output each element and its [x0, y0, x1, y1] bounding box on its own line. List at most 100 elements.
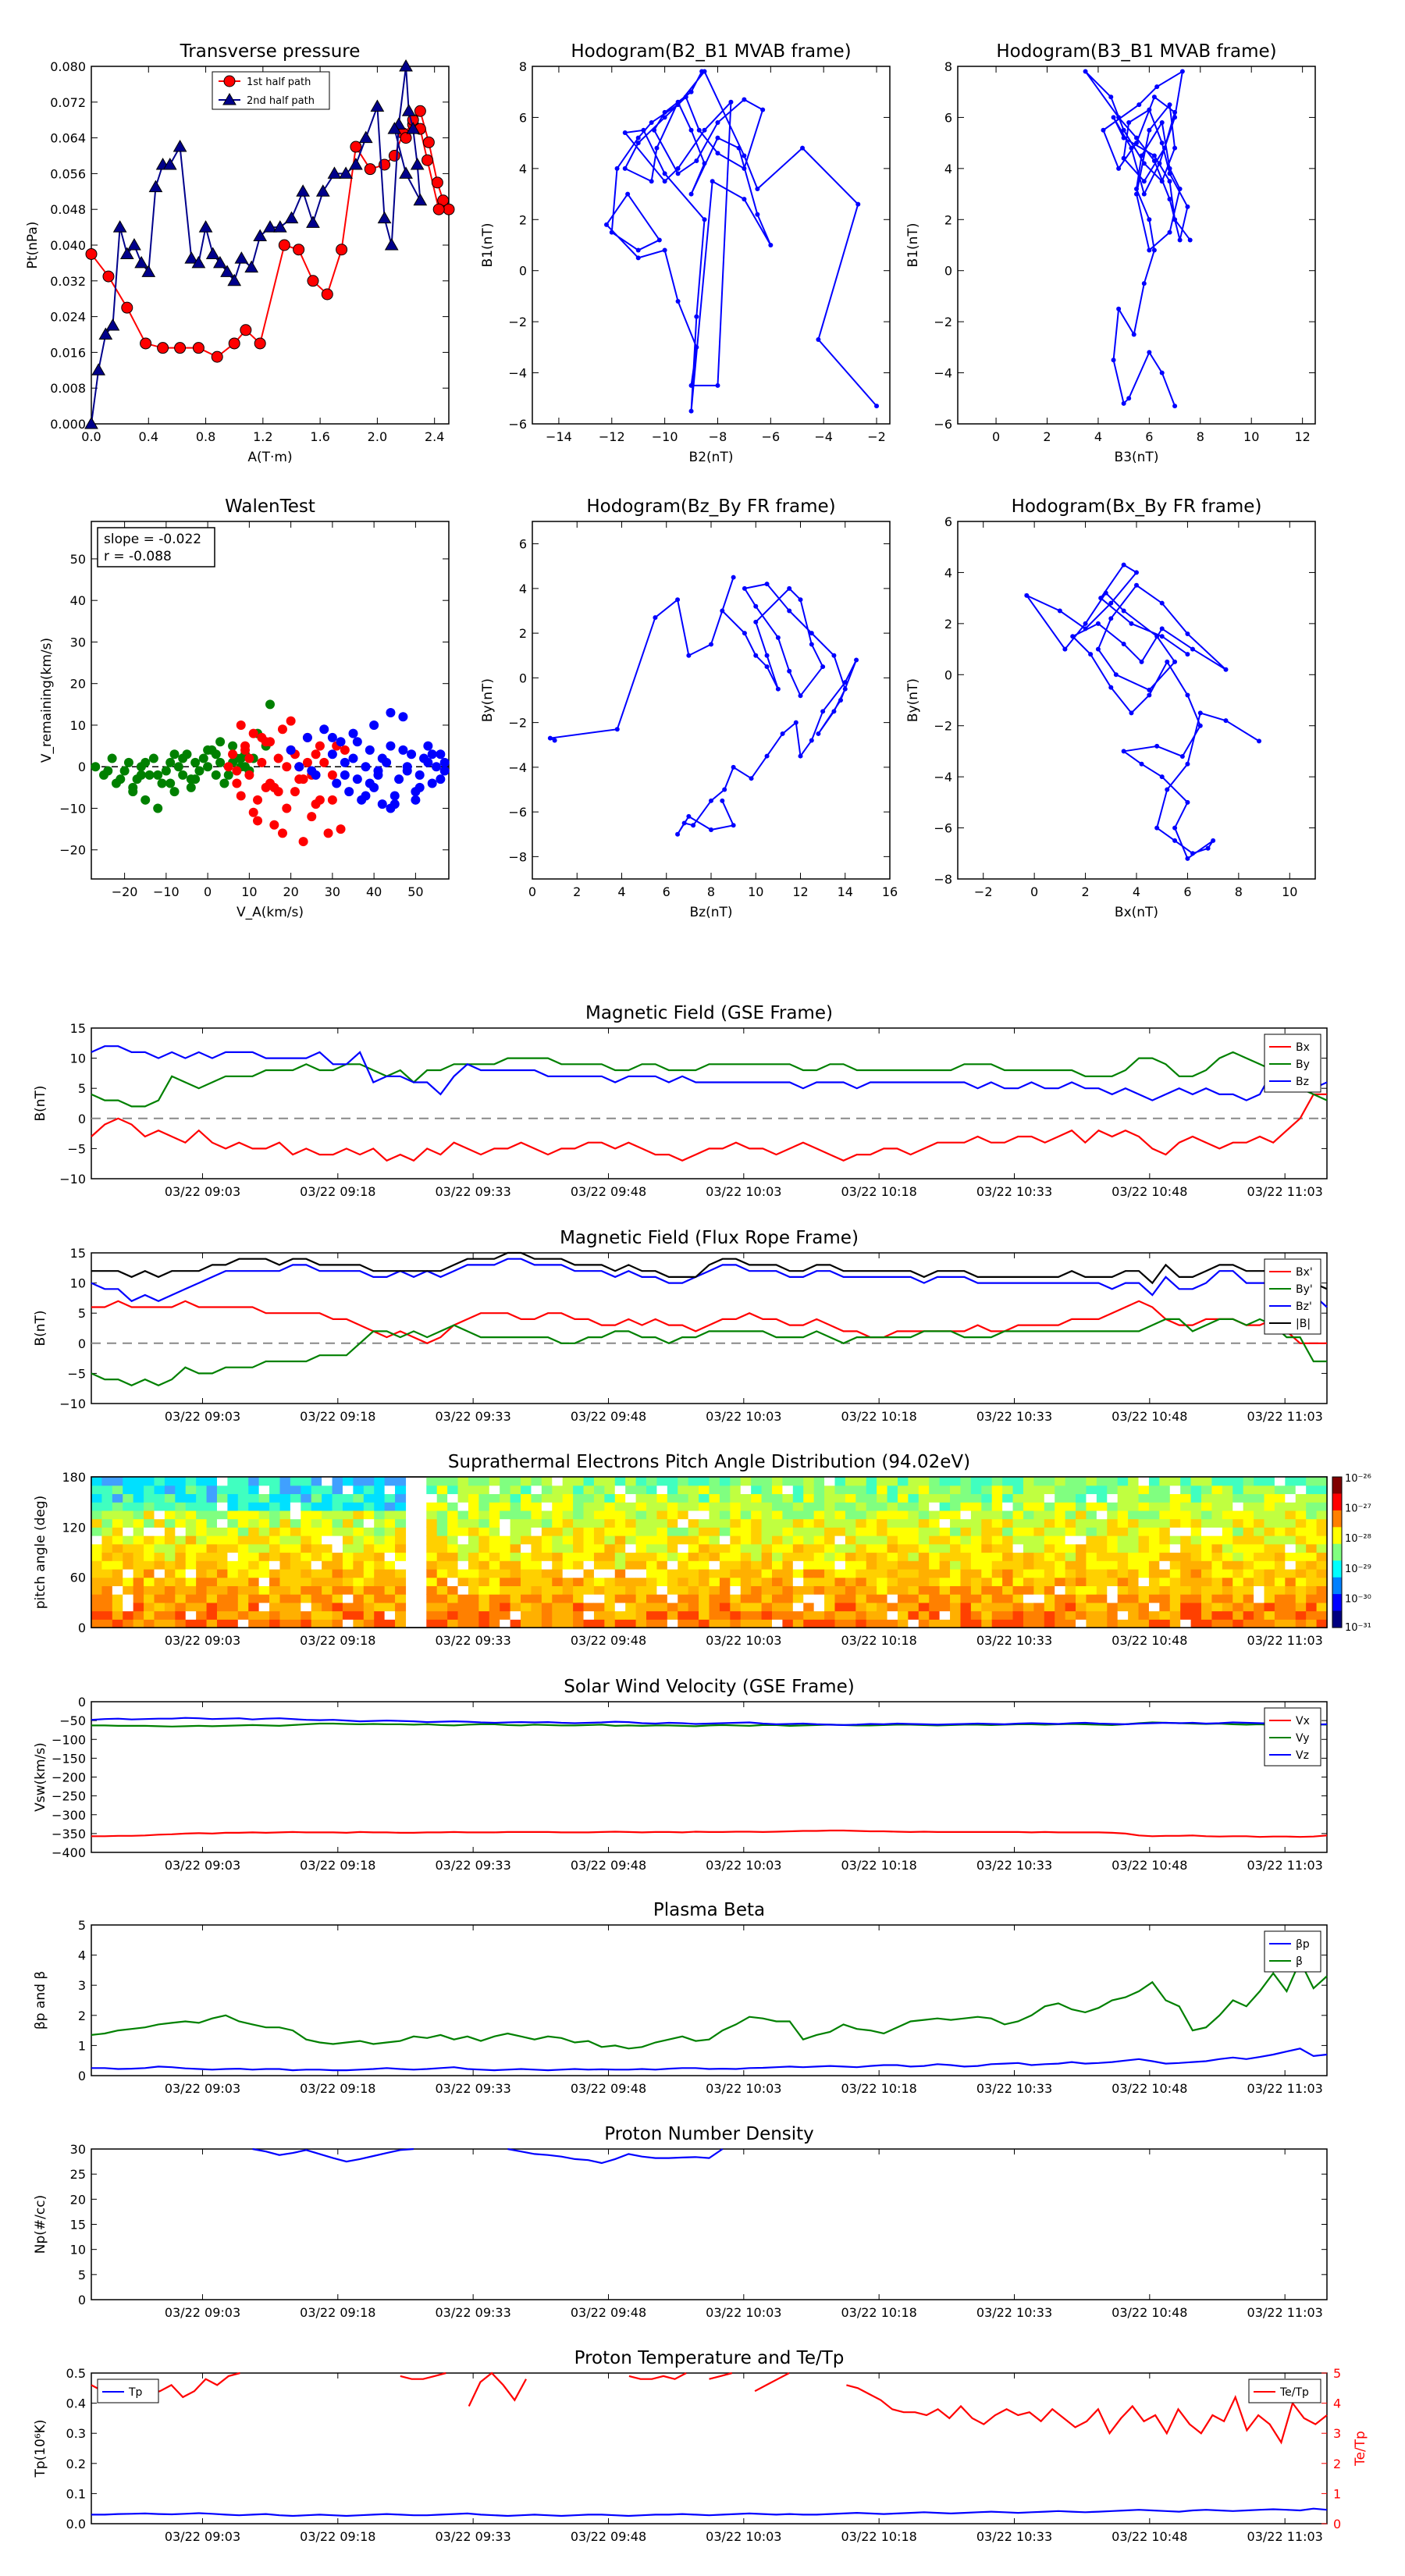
pad-cell: [1148, 1594, 1160, 1603]
pad-cell: [1222, 1577, 1233, 1586]
pad-cell: [887, 1610, 898, 1620]
pad-cell: [908, 1485, 919, 1495]
pad-cell: [730, 1610, 742, 1620]
pad-cell: [1033, 1610, 1045, 1620]
pad-cell: [1033, 1493, 1045, 1503]
pad-cell: [614, 1535, 626, 1545]
pad-cell: [1117, 1577, 1129, 1586]
pad-cell: [1306, 1518, 1318, 1528]
pad-cell: [1148, 1510, 1160, 1520]
pad-cell: [824, 1477, 836, 1486]
pad-cell: [792, 1535, 804, 1545]
pad-cell: [646, 1594, 658, 1603]
pt-point: [387, 122, 402, 134]
walen-point: [223, 762, 233, 772]
pad-cell: [258, 1502, 270, 1511]
pad-cell: [112, 1568, 123, 1578]
pad-cell: [478, 1477, 490, 1486]
pad-cell: [510, 1585, 521, 1595]
pad-cell: [374, 1502, 386, 1511]
walen-point: [377, 799, 387, 809]
pad-cell: [866, 1527, 877, 1536]
pad-cell: [164, 1619, 176, 1628]
pad-cell: [196, 1535, 208, 1545]
pad-cell: [395, 1493, 407, 1503]
pad-cell: [1169, 1518, 1181, 1528]
h2-point: [1185, 204, 1190, 209]
bfr-time-tick-label: 03/22 09:33: [435, 1409, 510, 1424]
pad-cell: [164, 1535, 176, 1545]
pt-ytick-label: 0.008: [50, 381, 86, 396]
pad-cell: [279, 1602, 291, 1612]
pad-cell: [719, 1568, 731, 1578]
tp-time-tick-label: 03/22 09:18: [300, 2529, 375, 2544]
pad-cell: [101, 1594, 113, 1603]
pad-cell: [981, 1610, 993, 1620]
pad-cell: [1274, 1560, 1286, 1570]
pad-cell: [342, 1502, 354, 1511]
pad-cell: [1180, 1518, 1192, 1528]
pad-cell: [834, 1518, 846, 1528]
h1-point: [688, 408, 694, 414]
pad-cell: [311, 1610, 322, 1620]
pad-cell: [646, 1518, 658, 1528]
pad-cell: [719, 1502, 731, 1511]
pad-cell: [877, 1502, 888, 1511]
h2-point: [1083, 69, 1088, 74]
pad-cell: [1148, 1535, 1160, 1545]
pad-cell: [395, 1602, 407, 1612]
pad-cell: [1243, 1619, 1254, 1628]
pad-cell: [531, 1610, 542, 1620]
pad-cell: [1076, 1610, 1087, 1620]
h2-chart: Hodogram(B3_B1 MVAB frame)0 2 4 6 8 10 12−6−4−…: [905, 41, 1316, 465]
pad-cell: [1264, 1577, 1275, 1586]
pad-cell: [1222, 1510, 1233, 1520]
walen-point: [386, 707, 396, 717]
pad-cell: [929, 1510, 941, 1520]
pt-point: [414, 105, 426, 117]
pad-cell: [1159, 1619, 1171, 1628]
pt-point: [400, 132, 412, 144]
pad-cell: [91, 1560, 103, 1570]
pad-cell: [970, 1560, 982, 1570]
pad-cell: [1012, 1493, 1024, 1503]
walen-point: [427, 778, 437, 788]
pad-cell: [656, 1610, 668, 1620]
h1-xlabel: B2(nT): [689, 450, 734, 465]
pad-cell: [1306, 1610, 1318, 1620]
pad-cell: [185, 1568, 197, 1578]
pad-cell: [1264, 1543, 1275, 1553]
pad-cell: [1264, 1610, 1275, 1620]
bgse-series-line-1: [91, 1051, 1328, 1108]
pad-cell: [730, 1577, 742, 1586]
pad-cell: [1107, 1560, 1119, 1570]
h4-ytick-label: −2: [934, 719, 952, 734]
h3-xtick-label: 4: [617, 884, 625, 899]
pad-cell: [1138, 1527, 1150, 1536]
pad-cell: [426, 1585, 438, 1595]
walen-point: [414, 782, 425, 792]
pad-cell: [216, 1619, 228, 1628]
pad-cell: [803, 1619, 815, 1628]
pad-cell: [771, 1585, 784, 1595]
pad-cell: [761, 1619, 773, 1628]
pad-cell: [699, 1568, 710, 1578]
pad-cell: [625, 1577, 637, 1586]
pad-cell: [91, 1552, 103, 1561]
pad-cell: [688, 1552, 699, 1561]
pad-cell: [541, 1560, 553, 1570]
walen-point: [240, 762, 251, 772]
pad-cell: [1086, 1552, 1097, 1561]
pad-cell: [311, 1510, 322, 1520]
pad-cell: [279, 1543, 291, 1553]
pt-xtick-label: 1.6: [310, 429, 329, 444]
pad-cell: [1107, 1552, 1119, 1561]
pad-cell: [845, 1543, 856, 1553]
walen-point: [136, 770, 146, 780]
pad-cell: [363, 1510, 375, 1520]
pad-cell: [1201, 1560, 1213, 1570]
pad-cell: [374, 1585, 386, 1595]
h3-point: [731, 764, 736, 770]
pad-cell: [782, 1594, 794, 1603]
